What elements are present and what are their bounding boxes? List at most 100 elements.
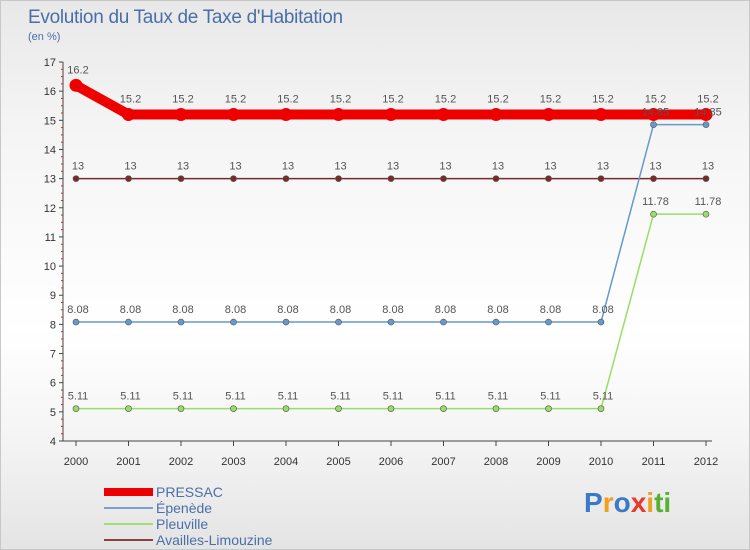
x-tick-label: 2008 <box>484 456 508 468</box>
data-label: 5.11 <box>593 391 614 403</box>
legend-item: PRESSAC <box>104 484 223 500</box>
logo-letter: o <box>613 487 631 518</box>
data-point <box>702 210 710 218</box>
data-point <box>597 405 605 412</box>
data-label: 5.11 <box>540 391 561 403</box>
y-tick-label: 16 <box>44 86 56 98</box>
x-tick-label: 2000 <box>64 456 88 468</box>
y-tick-label: 7 <box>50 349 56 361</box>
data-label: 8.08 <box>382 304 403 316</box>
logo-letter: r <box>602 487 614 518</box>
data-label: 13 <box>439 161 451 173</box>
x-tick-label: 2010 <box>589 456 613 468</box>
y-tick-label: 13 <box>44 174 56 186</box>
data-point <box>440 175 447 182</box>
data-label: 15.2 <box>592 93 613 105</box>
data-label: 5.11 <box>173 391 194 403</box>
data-label: 13 <box>492 161 504 173</box>
data-point <box>125 175 132 182</box>
data-point <box>489 107 503 121</box>
data-label: 15.2 <box>120 93 141 105</box>
data-label: 15.2 <box>330 93 351 105</box>
data-label: 8.08 <box>277 304 298 316</box>
data-point <box>650 210 657 218</box>
data-point <box>440 318 447 326</box>
data-point <box>545 318 552 326</box>
x-tick-label: 2009 <box>536 456 560 468</box>
data-point <box>72 318 80 326</box>
data-point <box>542 107 555 121</box>
legend-item: Availles-Limouzine <box>104 532 273 548</box>
data-point <box>594 107 608 121</box>
data-label: 5.11 <box>225 391 246 403</box>
data-point <box>545 175 552 182</box>
data-label: 8.08 <box>120 304 141 316</box>
data-point <box>279 107 293 121</box>
x-tick-label: 2011 <box>642 456 666 468</box>
data-point <box>282 405 290 412</box>
data-point <box>174 107 188 121</box>
data-point <box>125 405 132 412</box>
y-tick-label: 17 <box>44 57 56 69</box>
data-label: 14.85 <box>694 107 722 119</box>
legend: PRESSACÉpenèdePleuvilleAvailles-Limouzin… <box>104 484 273 548</box>
data-label: 13 <box>597 161 609 173</box>
data-label: 11.78 <box>695 196 722 208</box>
data-label: 8.08 <box>487 304 508 316</box>
data-point <box>230 405 237 412</box>
data-point <box>125 318 132 326</box>
data-point <box>492 175 500 182</box>
y-tick-label: 6 <box>50 378 56 390</box>
x-tick-label: 2006 <box>379 456 403 468</box>
data-label: 8.08 <box>67 304 88 316</box>
data-label: 15.2 <box>277 93 298 105</box>
data-point <box>702 121 710 128</box>
data-point <box>282 175 290 182</box>
y-tick-label: 12 <box>44 203 56 215</box>
x-tick-label: 2004 <box>274 456 298 468</box>
y-tick-label: 5 <box>50 407 56 419</box>
series--pen-de: 8.08 8.08 8.08 8.08 8.08 8.08 8.08 8.08 8.08 8.08… <box>67 107 722 326</box>
data-label: 5.11 <box>435 391 456 403</box>
data-label: 8.08 <box>172 304 193 316</box>
data-label: 5.11 <box>383 391 404 403</box>
data-point <box>440 405 447 412</box>
data-label: 8.08 <box>225 304 246 316</box>
data-point <box>177 318 185 326</box>
logo-letter: P <box>584 487 603 518</box>
data-point <box>545 405 552 412</box>
data-label: 13 <box>544 161 556 173</box>
axes: 4 5 6 7 8 9 10 11 12 13 14 15 16 17 2000 2001 2002 2003 20… <box>44 57 718 468</box>
y-tick-label: 9 <box>50 290 56 302</box>
data-point <box>177 405 185 412</box>
data-point <box>230 318 237 326</box>
y-tick-label: 11 <box>45 232 56 244</box>
data-label: 8.08 <box>540 304 561 316</box>
data-point <box>230 175 237 182</box>
data-label: 15.2 <box>382 93 403 105</box>
data-label: 13 <box>229 161 241 173</box>
data-label: 13 <box>72 161 84 173</box>
data-point <box>122 107 135 121</box>
y-tick-label: 15 <box>44 115 56 127</box>
x-tick-label: 2005 <box>326 456 350 468</box>
legend-label: PRESSAC <box>156 484 223 500</box>
data-point <box>72 175 80 182</box>
data-point <box>384 107 398 121</box>
data-point <box>387 405 395 412</box>
data-label: 15.2 <box>487 93 508 105</box>
legend-item: Épenède <box>104 500 212 516</box>
x-tick-label: 2001 <box>116 456 140 468</box>
chart-subtitle: (en %) <box>28 31 61 43</box>
data-point <box>387 318 395 326</box>
data-label: 13 <box>649 161 661 173</box>
chart-title: Evolution du Taux de Taxe d'Habitation <box>28 7 343 28</box>
logo-letter: x <box>630 487 647 518</box>
data-label: 13 <box>282 161 294 173</box>
data-label: 15.2 <box>645 93 666 105</box>
series-layer: 16.2 15.2 15.2 15.2 15.2 15.2 15.2 15.2 15.2 15.2… <box>67 64 722 412</box>
data-label: 13 <box>124 161 136 173</box>
x-tick-label: 2012 <box>694 456 718 468</box>
